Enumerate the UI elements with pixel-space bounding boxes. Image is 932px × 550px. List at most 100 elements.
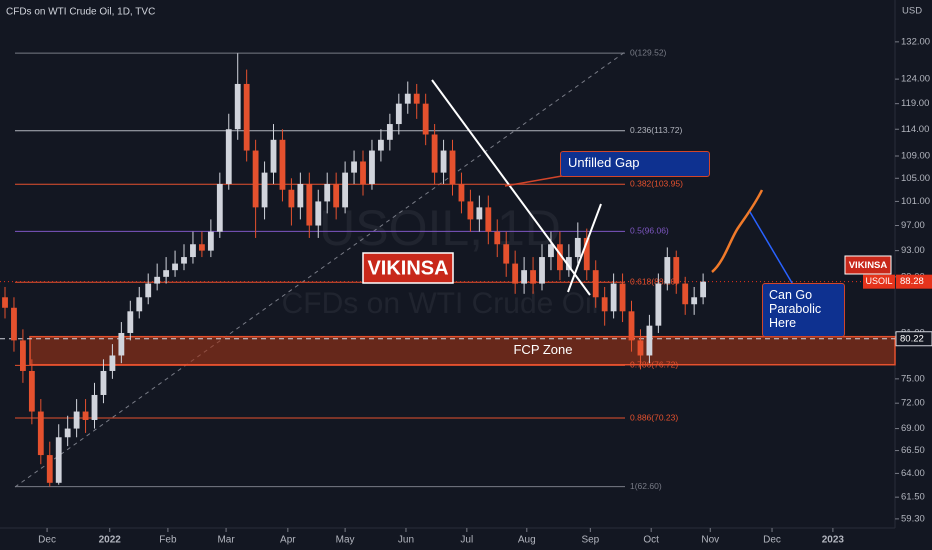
candle-body: [575, 238, 581, 257]
candle-body: [20, 340, 26, 371]
fib-label: 0.382(103.95): [630, 179, 683, 189]
candle-body: [235, 84, 241, 129]
candle-body: [145, 284, 151, 298]
candle-body: [459, 184, 465, 201]
candle-body: [29, 371, 35, 412]
candle-body: [101, 371, 107, 395]
brand-label: VIKINSA: [849, 260, 888, 271]
candle-body: [620, 284, 626, 312]
candle-body: [118, 333, 124, 355]
candle-body: [83, 412, 89, 420]
candle-body: [441, 151, 447, 173]
y-tick-label: 59.30: [901, 513, 925, 524]
x-tick-label: Aug: [518, 535, 536, 546]
candle-body: [47, 455, 53, 483]
candle-body: [468, 201, 474, 219]
y-tick-label: 132.00: [901, 36, 930, 47]
currency-label: USD: [902, 6, 922, 17]
x-tick-label: 2022: [99, 535, 122, 546]
candle-body: [512, 264, 518, 284]
candle-body: [244, 84, 250, 151]
candle-body: [423, 104, 429, 135]
candle-body: [226, 129, 232, 184]
candle-body: [655, 284, 661, 326]
candle-body: [253, 151, 259, 208]
candle-body: [378, 140, 384, 151]
y-tick-label: 109.00: [901, 151, 930, 162]
candle-body: [611, 284, 617, 312]
candle-body: [539, 257, 545, 283]
candle-body: [629, 311, 635, 340]
x-tick-label: Jul: [460, 535, 473, 546]
annotation: Can Go Parabolic Here: [762, 283, 845, 337]
candle-body: [396, 104, 402, 124]
candle-body: [405, 94, 411, 104]
candle-body: [333, 184, 339, 207]
candle-body: [38, 412, 44, 456]
candle-body: [521, 270, 527, 283]
candle-body: [700, 282, 706, 298]
candle-body: [494, 232, 500, 245]
x-tick-label: Feb: [159, 535, 177, 546]
candle-body: [190, 244, 196, 257]
candle-body: [163, 270, 169, 277]
annotation: Unfilled Gap: [560, 151, 710, 177]
candle-body: [360, 161, 366, 183]
candle-body: [11, 308, 17, 341]
candle-body: [503, 244, 509, 263]
fib-label: 0.786(76.72): [630, 360, 678, 370]
x-tick-label: Sep: [581, 535, 599, 546]
x-tick-label: Dec: [763, 535, 781, 546]
x-tick-label: Nov: [701, 535, 719, 546]
fib-label: 0.618(88.20): [630, 276, 678, 286]
candle-body: [351, 161, 357, 172]
candle-body: [110, 355, 116, 370]
candle-body: [387, 124, 393, 140]
y-tick-label: 75.00: [901, 373, 925, 384]
candle-body: [315, 201, 321, 225]
marker-price-label: 80.22: [900, 333, 924, 344]
candle-body: [199, 244, 205, 250]
watermark-name: CFDs on WTI Crude Oil: [282, 287, 599, 320]
y-tick-label: 61.50: [901, 492, 925, 503]
candle-body: [65, 429, 71, 438]
x-tick-label: Mar: [217, 535, 235, 546]
candle-body: [324, 184, 330, 201]
y-tick-label: 93.00: [901, 245, 925, 256]
fib-label: 1(62.60): [630, 481, 662, 491]
chart: USOIL, 1D CFDs on WTI Crude Oil CFDs on …: [0, 0, 932, 550]
chart-title: CFDs on WTI Crude Oil, 1D, TVC: [6, 7, 155, 18]
y-tick-label: 72.00: [901, 398, 925, 409]
fib-label: 0.5(96.06): [630, 226, 669, 236]
candle-body: [92, 395, 98, 420]
candle-body: [476, 207, 482, 219]
candle-body: [56, 437, 62, 483]
last-price-label: 88.28: [900, 276, 924, 287]
x-tick-label: Oct: [643, 535, 659, 546]
fib-label: 0(129.52): [630, 47, 667, 57]
x-tick-label: Apr: [280, 535, 296, 546]
zone-label: FCP Zone: [513, 342, 572, 357]
candle-body: [682, 284, 688, 305]
candle-body: [450, 151, 456, 184]
y-tick-label: 97.00: [901, 220, 925, 231]
fib-label: 0.886(70.23): [630, 412, 678, 422]
candle-body: [306, 184, 312, 226]
candle-body: [673, 257, 679, 283]
candle-body: [664, 257, 670, 283]
candle-body: [369, 151, 375, 184]
x-tick-label: May: [336, 535, 355, 546]
candle-body: [181, 257, 187, 264]
watermark-symbol: USOIL, 1D: [319, 200, 561, 256]
y-tick-label: 119.00: [901, 98, 929, 109]
background: [0, 0, 932, 550]
candle-body: [280, 140, 286, 190]
y-tick-label: 66.50: [901, 445, 925, 456]
candle-body: [74, 412, 80, 429]
y-tick-label: 124.00: [901, 74, 930, 85]
y-tick-label: 69.00: [901, 423, 925, 434]
candle-body: [593, 270, 599, 297]
candle-body: [208, 232, 214, 251]
candle-body: [432, 135, 438, 173]
candle-body: [647, 326, 653, 356]
